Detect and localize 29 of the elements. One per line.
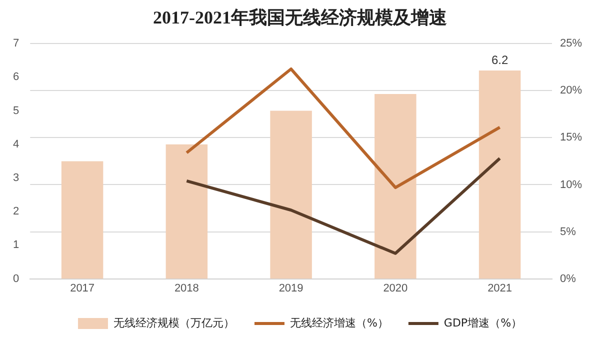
- x-tick-label: 2021: [488, 282, 512, 294]
- y-tick-label: 4: [12, 138, 20, 150]
- bar: [478, 70, 521, 279]
- y-tick-label: 0: [12, 272, 20, 285]
- x-tick-label: 2019: [278, 282, 304, 294]
- data-label: 6.2: [491, 52, 508, 67]
- x-tick-label: 2017: [70, 282, 95, 294]
- y-tick-label: 3: [12, 172, 20, 184]
- x-tick-label: 2020: [383, 282, 408, 294]
- y-tick-label: 2: [12, 206, 20, 218]
- legend-label: 无线经济规模（万亿元）: [113, 316, 234, 330]
- y2-tick-label: 5%: [560, 226, 576, 238]
- y-tick-label: 7: [12, 38, 20, 50]
- legend-label: GDP增速（%）: [444, 316, 522, 330]
- y-tick-label: 6: [12, 71, 20, 84]
- y-tick-label: 5: [12, 104, 20, 117]
- y2-tick-label: 0%: [560, 272, 576, 285]
- bar: [270, 110, 312, 279]
- bar: [61, 161, 104, 279]
- y2-tick-label: 10%: [560, 178, 582, 191]
- y2-tick-label: 15%: [560, 132, 582, 144]
- chart-title: 2017-2021年我国无线经济规模及增速: [153, 7, 447, 28]
- legend-label: 无线经济增速（%）: [290, 316, 388, 330]
- y2-tick-label: 25%: [560, 38, 582, 50]
- y-tick-label: 1: [12, 239, 20, 252]
- y2-tick-label: 20%: [560, 84, 582, 97]
- bar: [374, 94, 416, 279]
- x-tick-label: 2018: [174, 282, 199, 294]
- bar: [166, 144, 208, 279]
